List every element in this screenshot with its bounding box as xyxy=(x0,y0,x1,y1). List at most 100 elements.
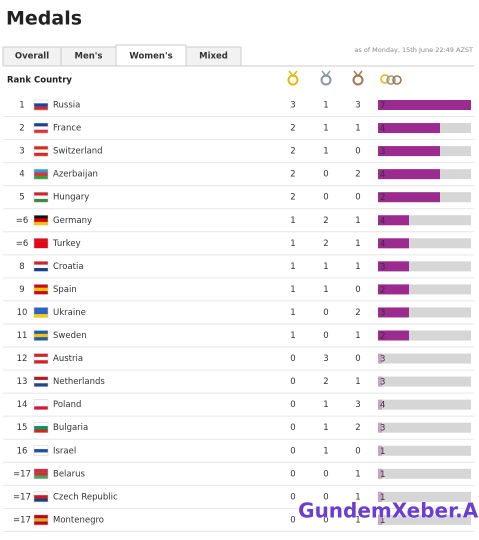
country[interactable]: Ukraine xyxy=(53,308,86,318)
flag-stripe xyxy=(34,175,48,180)
total-count: 3 xyxy=(380,308,385,318)
flag-border xyxy=(33,261,49,272)
bar xyxy=(378,261,409,272)
total-count: 4 xyxy=(380,124,385,134)
flag-border xyxy=(33,284,49,295)
silver-count: 1 xyxy=(323,423,328,433)
country[interactable]: Turkey xyxy=(52,239,81,249)
timestamp: as of Monday, 15th June 22:49 AZST xyxy=(354,46,473,54)
flag-stripe xyxy=(34,422,48,427)
country[interactable]: Montenegro xyxy=(53,515,104,525)
flag-stripe xyxy=(34,468,48,473)
country[interactable]: Poland xyxy=(53,400,81,410)
bar xyxy=(378,307,409,318)
country[interactable]: France xyxy=(53,124,81,134)
flag-stripe xyxy=(34,172,48,177)
silver-count: 1 xyxy=(323,147,328,157)
bronze-count: 1 xyxy=(355,469,360,479)
country[interactable]: Sweden xyxy=(53,331,87,341)
total-count: 1 xyxy=(380,516,385,526)
flag-stripe xyxy=(34,521,48,526)
flag-stripe xyxy=(34,429,48,433)
rank: 12 xyxy=(17,354,28,364)
flag-stripe xyxy=(34,426,48,430)
country[interactable]: Croatia xyxy=(53,262,84,272)
bronze-count: 1 xyxy=(355,377,360,387)
total-count: 3 xyxy=(380,147,385,157)
bronze-count: 1 xyxy=(355,262,360,272)
gold-count: 0 xyxy=(290,492,295,502)
country[interactable]: Czech Republic xyxy=(53,492,118,502)
flag-stripe xyxy=(34,103,48,107)
bronze-count: 1 xyxy=(355,331,360,341)
bar-track xyxy=(378,468,471,479)
country[interactable]: Israel xyxy=(53,446,76,456)
flag-stripe xyxy=(34,379,48,384)
silver-count: 1 xyxy=(323,285,328,295)
page-title: Medals xyxy=(6,8,82,30)
bronze-count: 1 xyxy=(355,515,360,525)
tab-bar: Overall Men's Women's Mixed xyxy=(2,44,242,67)
bar xyxy=(378,491,382,502)
country[interactable]: Germany xyxy=(53,216,92,226)
bar xyxy=(378,330,409,341)
tab[interactable] xyxy=(185,46,242,67)
tab-label[interactable]: Mixed xyxy=(199,52,228,62)
flag-stripe xyxy=(34,152,48,157)
gold-count: 1 xyxy=(290,308,295,318)
country[interactable]: Belarus xyxy=(53,469,86,479)
rank: =17 xyxy=(13,515,31,525)
flag-stripe xyxy=(34,106,48,111)
bar-track xyxy=(378,445,471,456)
total-count: 3 xyxy=(380,378,385,388)
flag-border xyxy=(33,168,49,180)
country[interactable]: Switzerland xyxy=(53,147,103,157)
bar-track xyxy=(378,215,471,226)
flag-stripe xyxy=(34,337,48,341)
bar-track xyxy=(378,330,471,341)
flag-stripe xyxy=(34,241,48,246)
bar-track xyxy=(378,514,471,525)
flag-stripe xyxy=(34,149,48,153)
rank: 10 xyxy=(17,308,28,318)
flag-stripe xyxy=(34,307,48,311)
flag-border xyxy=(33,307,49,318)
flag-stripe xyxy=(34,291,48,295)
bar xyxy=(378,399,382,410)
bar xyxy=(378,123,440,134)
country[interactable]: Azerbaijan xyxy=(53,170,98,180)
flag-border xyxy=(33,422,49,433)
bar-track xyxy=(378,422,471,433)
bronze-count: 1 xyxy=(355,239,360,249)
country[interactable]: Austria xyxy=(53,354,83,364)
country[interactable]: Spain xyxy=(53,285,77,295)
flag-stripe xyxy=(34,498,48,503)
silver-count: 0 xyxy=(323,515,328,525)
flag-stripe xyxy=(34,221,48,226)
country[interactable]: Hungary xyxy=(53,193,89,203)
tab-label[interactable]: Women's xyxy=(129,52,172,62)
gold-count: 3 xyxy=(290,101,295,111)
bar xyxy=(378,445,382,456)
bar xyxy=(378,100,471,110)
gold-count: 2 xyxy=(290,170,295,180)
flag-stripe xyxy=(34,333,48,338)
country[interactable]: Russia xyxy=(53,101,80,111)
tab-label[interactable]: Men's xyxy=(75,52,103,62)
country[interactable]: Bulgaria xyxy=(53,423,88,433)
flag-border xyxy=(33,238,49,249)
rank-header: Rank xyxy=(7,76,31,86)
total-count: 3 xyxy=(380,262,385,272)
tab-label[interactable]: Overall xyxy=(15,52,49,62)
total-count: 2 xyxy=(380,285,385,295)
gold-count: 1 xyxy=(290,331,295,341)
total-count: 3 xyxy=(380,424,385,434)
flag-border xyxy=(33,376,49,387)
bronze-count: 2 xyxy=(355,170,360,180)
bronze-count: 0 xyxy=(355,193,360,203)
flag-border xyxy=(33,491,49,503)
silver-count: 1 xyxy=(323,446,328,456)
total-count: 4 xyxy=(380,216,385,226)
country[interactable]: Netherlands xyxy=(53,377,105,387)
total-count: 4 xyxy=(380,239,385,249)
